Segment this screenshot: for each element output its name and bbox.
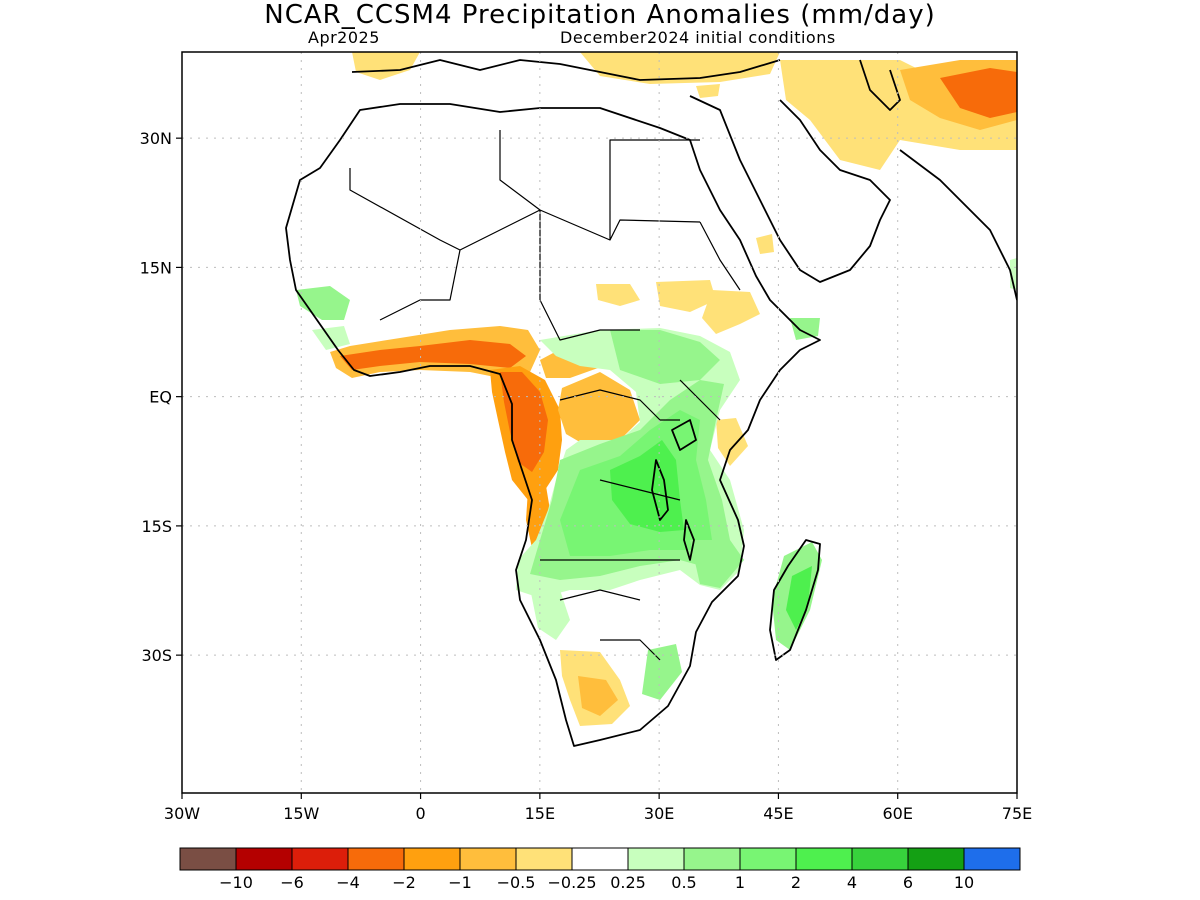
anomaly-sudan-dry [596,284,640,306]
legend-swatch [907,847,965,871]
x-tick-label: 30E [644,804,674,823]
anomaly-guinea-wet2 [312,326,350,350]
lake-tanganyika [651,459,669,521]
legend-swatch [347,847,405,871]
legend-label: 10 [954,873,974,892]
legend-swatch [235,847,293,871]
x-tick-label: 15E [525,804,555,823]
x-axis-ticks: 30W 15W 0 15E 30E 45E 60E 75E [164,793,1032,823]
legend-label: −0.5 [497,873,536,892]
initial-conditions-label: December2024 initial conditions [560,28,836,47]
valid-month-label: Apr2025 [308,28,380,47]
legend-label: 4 [847,873,857,892]
anomaly-kenya-coast-dry [716,418,748,466]
legend-swatch [851,847,909,871]
legend-swatch [571,847,629,871]
legend-swatch [179,847,237,871]
x-tick-label: 75E [1002,804,1032,823]
south-asia-coastline [899,149,1017,301]
anomaly-pakistan-dry [940,68,1017,118]
anomaly-mediterranean-dry [352,52,420,80]
y-tick-label: 30S [141,646,172,665]
anomaly-madagascar-wet2 [786,566,812,630]
arabia-coastline [689,95,891,283]
legend-label: 0.25 [610,873,646,892]
legend-swatch [459,847,517,871]
y-tick-label: 15S [141,517,172,536]
africa-coastline [285,103,821,747]
legend-swatch [683,847,741,871]
legend-label: 0.5 [671,873,696,892]
anomaly-namibia-wet [530,588,570,640]
lake-malawi [683,519,695,561]
legend-swatch [795,847,853,871]
anomaly-central-dry [558,372,640,448]
map-frame [181,51,1018,794]
anomaly-ethiopia-dry [702,290,760,334]
anomaly-balkans-dry [580,52,780,84]
legend-label: 6 [903,873,913,892]
x-tick-label: 60E [882,804,912,823]
anomaly-shading [296,52,1017,726]
legend-swatch [291,847,349,871]
x-tick-label: 15W [283,804,319,823]
legend-label: −4 [336,873,360,892]
anomaly-guinea-wet [296,286,350,320]
anomaly-westafrica-coast-strong [340,340,526,370]
anomaly-eritrea-dry [756,234,774,254]
caspian-coast [859,59,901,111]
legend-label: 2 [791,873,801,892]
legend-swatch [739,847,797,871]
anomaly-southafrica-east-wet [642,644,682,700]
color-legend: −10 −6 −4 −2 −1 −0.5 −0.25 0.25 0.5 1 2 4 6 10 [179,847,1021,892]
border-lines [349,130,741,661]
legend-label: −10 [219,873,253,892]
y-axis-ticks: 30N 15N EQ 15S 30S [140,129,182,665]
anomaly-mozambique-wet [690,540,744,588]
legend-label: −1 [448,873,472,892]
y-tick-label: 15N [140,258,172,277]
legend-swatch [627,847,685,871]
legend-swatch [515,847,573,871]
lake-victoria [671,419,697,451]
x-tick-label: 0 [415,804,425,823]
anomaly-sudan-dry2 [656,280,716,312]
legend-swatch [963,847,1021,871]
anomaly-eastafrica-wet4 [610,440,684,532]
anomaly-india-wet [1010,258,1017,290]
map-title: NCAR_CCSM4 Precipitation Anomalies (mm/d… [264,0,936,30]
x-tick-label: 45E [763,804,793,823]
x-tick-label: 30W [164,804,200,823]
legend-swatch [403,847,461,871]
europe-coastline [351,59,781,81]
y-tick-label: EQ [149,388,172,407]
anomaly-ethiopia-wet [790,318,820,340]
anomaly-sahel-wet [610,330,720,384]
legend-label: −2 [392,873,416,892]
coastlines-and-borders [285,59,1017,747]
anomaly-red-sea-dry [696,84,720,98]
legend-label: 1 [735,873,745,892]
legend-label: −0.25 [547,873,596,892]
legend-label: −6 [280,873,304,892]
y-tick-label: 30N [140,129,172,148]
grid-lines [182,52,1017,793]
anomaly-southafrica-dry2 [578,676,618,716]
